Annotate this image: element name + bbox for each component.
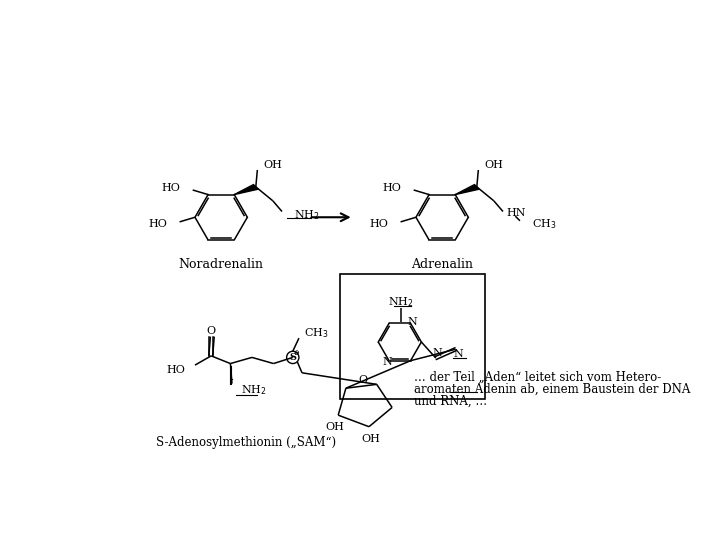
Bar <box>340 274 485 399</box>
Text: N: N <box>454 349 464 359</box>
Text: O: O <box>207 326 216 336</box>
Text: OH: OH <box>264 160 282 170</box>
Text: N: N <box>382 357 392 367</box>
Text: NH$_2$: NH$_2$ <box>241 383 267 397</box>
Text: HO: HO <box>167 364 186 375</box>
Text: … der Teil „Aden“ leitet sich vom Hetero-: … der Teil „Aden“ leitet sich vom Hetero… <box>414 372 661 384</box>
Text: CH$_3$: CH$_3$ <box>305 326 329 340</box>
Text: HO: HO <box>382 183 401 193</box>
Text: Adrenalin: Adrenalin <box>411 259 473 272</box>
Text: ⊕: ⊕ <box>294 349 300 357</box>
Text: O: O <box>359 375 367 384</box>
Text: NH$_2$: NH$_2$ <box>389 295 414 309</box>
Text: HO: HO <box>148 219 167 229</box>
Text: S: S <box>289 353 296 362</box>
Text: OH: OH <box>485 160 503 170</box>
Text: CH$_3$: CH$_3$ <box>532 217 557 231</box>
Text: und RNA, …: und RNA, … <box>414 394 487 407</box>
Text: HO: HO <box>369 219 388 229</box>
Text: OH: OH <box>325 422 343 433</box>
Polygon shape <box>455 185 479 194</box>
Polygon shape <box>234 185 258 194</box>
Text: N: N <box>433 348 442 359</box>
Text: aromaten Adenin ab, einem Baustein der DNA: aromaten Adenin ab, einem Baustein der D… <box>414 383 690 396</box>
Text: S-Adenosylmethionin („SAM“): S-Adenosylmethionin („SAM“) <box>156 436 336 449</box>
Text: HN: HN <box>506 208 526 218</box>
Text: Noradrenalin: Noradrenalin <box>179 259 264 272</box>
Text: N: N <box>408 317 417 327</box>
Text: NH$_2$: NH$_2$ <box>294 208 320 221</box>
Text: HO: HO <box>161 183 180 193</box>
Text: OH: OH <box>362 434 381 444</box>
